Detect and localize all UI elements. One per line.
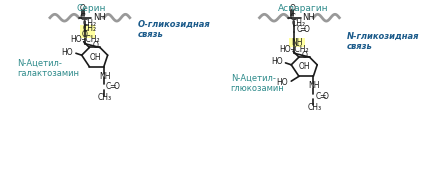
Text: OH: OH [89, 53, 101, 62]
Text: Серин: Серин [76, 4, 106, 13]
Text: NH: NH [291, 38, 303, 47]
Text: O: O [113, 82, 119, 91]
Text: HO–CH₂: HO–CH₂ [280, 45, 309, 54]
Text: C: C [289, 13, 295, 22]
Text: N-гликозидная
связь: N-гликозидная связь [347, 32, 419, 52]
Text: O: O [80, 4, 86, 13]
Text: N-Ацетил-
глюкозамин: N-Ацетил- глюкозамин [231, 73, 284, 93]
Text: HO–CH₂: HO–CH₂ [70, 35, 100, 44]
Text: Аспарагин: Аспарагин [277, 4, 328, 13]
Text: C: C [315, 92, 321, 101]
Text: C: C [80, 13, 86, 22]
Text: O: O [289, 4, 295, 13]
FancyBboxPatch shape [80, 25, 95, 38]
Text: NH: NH [302, 13, 315, 22]
Text: HO: HO [271, 57, 283, 66]
Text: CH₃: CH₃ [98, 93, 112, 102]
Text: O: O [82, 31, 88, 39]
Text: CH₂: CH₂ [292, 19, 306, 28]
FancyBboxPatch shape [289, 38, 305, 48]
Text: NH: NH [99, 72, 111, 81]
Text: CH₂: CH₂ [83, 24, 96, 33]
Text: O-гликозидная
связь: O-гликозидная связь [137, 19, 210, 39]
Text: =: = [109, 82, 116, 91]
Text: O: O [302, 51, 308, 60]
Text: CH₂: CH₂ [83, 19, 96, 28]
Text: O: O [92, 41, 98, 50]
Text: NH: NH [308, 81, 320, 90]
Text: OH: OH [299, 62, 311, 71]
Text: O: O [304, 25, 310, 34]
Text: NH: NH [92, 13, 105, 22]
Text: HO: HO [61, 48, 73, 57]
Text: =: = [319, 92, 325, 101]
Text: CH₃: CH₃ [307, 103, 321, 112]
Text: C: C [106, 82, 111, 91]
Text: HO: HO [277, 78, 289, 87]
Text: =: = [300, 25, 306, 34]
Text: N-Ацетил-
галактозамин: N-Ацетил- галактозамин [17, 59, 79, 78]
Text: O: O [323, 92, 329, 101]
Text: C: C [296, 25, 302, 34]
